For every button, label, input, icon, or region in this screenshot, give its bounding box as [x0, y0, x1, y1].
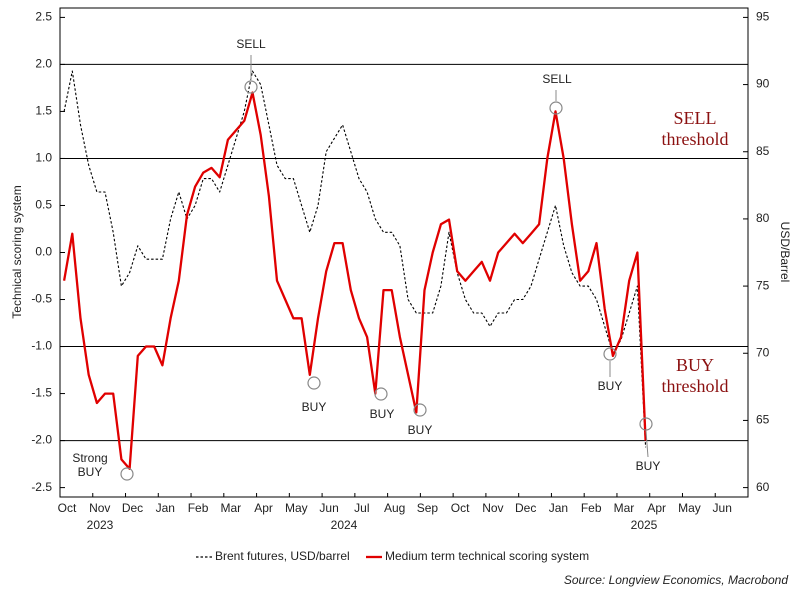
annotation: BUY — [636, 459, 661, 473]
x-tick-label: Dec — [122, 501, 143, 515]
annotation: SELL — [236, 37, 266, 51]
x-tick-label: Feb — [581, 501, 602, 515]
annotation-circle — [603, 347, 617, 361]
x-tick-label: May — [285, 501, 308, 515]
x-tick-label: Oct — [451, 501, 470, 515]
y-tick-label: 0.0 — [35, 245, 52, 259]
x-tick-label: Jan — [549, 501, 568, 515]
annotation-circle — [120, 467, 134, 481]
legend-label: Brent futures, USD/barrel — [215, 549, 350, 563]
annotation-circle — [639, 417, 653, 431]
x-tick-label: Jul — [354, 501, 369, 515]
annotation-leader — [645, 430, 649, 458]
x-tick-label: Nov — [482, 501, 503, 515]
annotation-circle — [549, 101, 563, 115]
annotation: Strong — [72, 451, 107, 465]
y-tick-label: 0.5 — [35, 198, 52, 212]
y-tick-label: 1.5 — [35, 104, 52, 118]
x-tick-label: Dec — [515, 501, 536, 515]
source: Source: Longview Economics, Macrobond — [564, 573, 788, 587]
threshold-label: threshold — [662, 376, 729, 396]
year-label: 2023 — [87, 518, 114, 532]
x-tick-label: Apr — [254, 501, 273, 515]
legend-label: Medium term technical scoring system — [385, 549, 589, 563]
y-tick-label: -2.0 — [31, 433, 52, 447]
y2-tick-label: 65 — [756, 413, 770, 427]
y-tick-label: -1.5 — [31, 386, 52, 400]
y-axis-label: Technical scoring system — [10, 185, 24, 318]
y2-axis-label: USD/Barrel — [778, 222, 792, 283]
annotation: BUY — [408, 423, 433, 437]
y-tick-label: -1.0 — [31, 339, 52, 353]
annotation-circle — [374, 387, 388, 401]
annotation-circle — [413, 403, 427, 417]
year-label: 2024 — [331, 518, 358, 532]
annotation: BUY — [370, 407, 395, 421]
y-tick-label: 2.5 — [35, 10, 52, 24]
x-tick-label: Aug — [384, 501, 405, 515]
y2-tick-label: 70 — [756, 345, 770, 359]
annotation: BUY — [302, 400, 327, 414]
x-tick-label: Oct — [58, 501, 77, 515]
y-tick-label: -2.5 — [31, 480, 52, 494]
x-tick-label: Mar — [220, 501, 241, 515]
y2-tick-label: 95 — [756, 10, 770, 24]
annotation: SELL — [542, 72, 572, 86]
y-tick-label: 2.0 — [35, 57, 52, 71]
x-tick-label: May — [678, 501, 701, 515]
series-line — [63, 70, 647, 448]
y2-tick-label: 80 — [756, 211, 770, 225]
x-tick-label: Jan — [156, 501, 175, 515]
x-tick-label: Jun — [713, 501, 732, 515]
series-line — [62, 91, 647, 470]
threshold-label: BUY — [676, 355, 714, 375]
x-tick-label: Jun — [319, 501, 338, 515]
x-tick-label: Feb — [188, 501, 209, 515]
x-tick-label: Mar — [614, 501, 635, 515]
annotation-circle — [307, 376, 321, 390]
annotation-circle — [244, 80, 258, 94]
x-tick-label: Apr — [647, 501, 666, 515]
y2-tick-label: 85 — [756, 144, 770, 158]
threshold-label: SELL — [674, 108, 717, 128]
annotation: BUY — [78, 465, 103, 479]
y-tick-label: 1.0 — [35, 151, 52, 165]
year-label: 2025 — [631, 518, 658, 532]
threshold-label: threshold — [662, 129, 729, 149]
y2-tick-label: 60 — [756, 480, 770, 494]
y-tick-label: -0.5 — [31, 292, 52, 306]
annotation: BUY — [598, 379, 623, 393]
x-tick-label: Sep — [417, 501, 439, 515]
y2-tick-label: 90 — [756, 77, 770, 91]
x-tick-label: Nov — [89, 501, 110, 515]
y2-tick-label: 75 — [756, 278, 770, 292]
